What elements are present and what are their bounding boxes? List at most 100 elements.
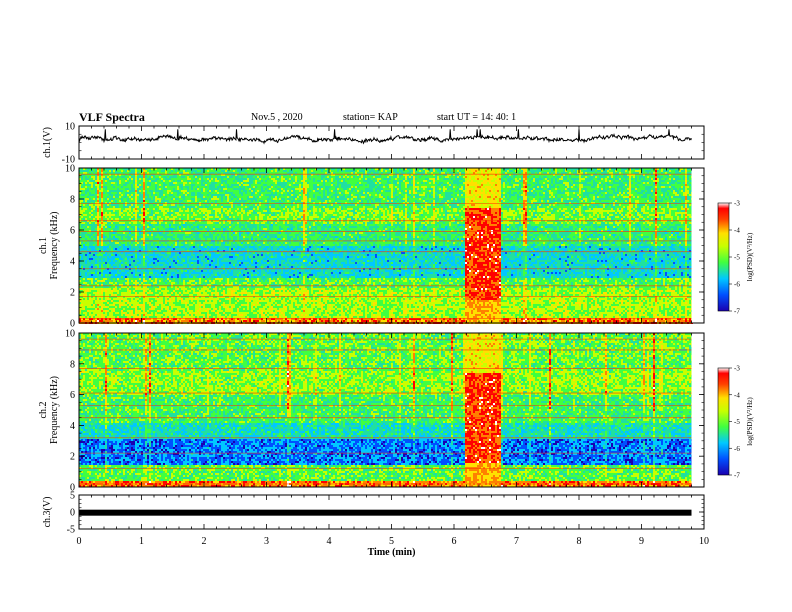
spectrogram-cell bbox=[85, 278, 87, 280]
spectrogram-cell bbox=[101, 184, 103, 186]
spectrogram-cell bbox=[97, 258, 99, 260]
spectrogram-cell bbox=[97, 228, 99, 230]
spectrogram-cell bbox=[85, 266, 87, 268]
spectrogram-cell bbox=[93, 222, 95, 224]
spectrogram-cell bbox=[95, 212, 97, 214]
spectrogram-cell bbox=[83, 218, 85, 220]
spectrogram-cell bbox=[91, 298, 93, 300]
spectrogram-cell bbox=[87, 188, 89, 190]
spectrogram-cell bbox=[97, 216, 99, 218]
spectrogram-cell bbox=[93, 228, 95, 230]
spectrogram-cell bbox=[93, 198, 95, 200]
spectrogram-cell bbox=[83, 184, 85, 186]
spectrogram-cell bbox=[87, 294, 89, 296]
spectrogram-cell bbox=[95, 226, 97, 228]
spectrogram-cell bbox=[91, 304, 93, 306]
spectrogram-cell bbox=[89, 260, 91, 262]
spectrogram-cell bbox=[89, 236, 91, 238]
spectrogram-cell bbox=[89, 184, 91, 186]
spectrogram-cell bbox=[93, 286, 95, 288]
spectrogram-cell bbox=[93, 214, 95, 216]
spectrogram-cell bbox=[85, 238, 87, 240]
spectrogram-cell bbox=[81, 248, 83, 250]
spectrogram-cell bbox=[87, 226, 89, 228]
spectrogram-cell bbox=[93, 216, 95, 218]
spectrogram-cell bbox=[101, 244, 103, 246]
spectrogram-cell bbox=[91, 188, 93, 190]
spectrogram-cell bbox=[93, 260, 95, 262]
spectrogram-cell bbox=[85, 316, 87, 318]
spectrogram-cell bbox=[85, 190, 87, 192]
spectrogram-cell bbox=[85, 312, 87, 314]
spectrogram-cell bbox=[93, 188, 95, 190]
spectrogram-cell bbox=[97, 256, 99, 258]
spectrogram-cell bbox=[81, 312, 83, 314]
spectrogram-cell bbox=[97, 260, 99, 262]
spectrogram-cell bbox=[85, 258, 87, 260]
spectrogram-cell bbox=[97, 172, 99, 174]
spectrogram-cell bbox=[89, 212, 91, 214]
spectrogram-cell bbox=[99, 200, 101, 202]
spectrogram-cell bbox=[85, 308, 87, 310]
spectrogram-cell bbox=[99, 212, 101, 214]
spectrogram-cell bbox=[81, 196, 83, 198]
spectrogram-cell bbox=[97, 314, 99, 316]
spectrogram-cell bbox=[93, 204, 95, 206]
spectrogram-cell bbox=[89, 274, 91, 276]
spectrogram-cell bbox=[99, 192, 101, 194]
spectrogram-cell bbox=[91, 314, 93, 316]
spectrogram-cell bbox=[87, 316, 89, 318]
spectrogram-cell bbox=[99, 184, 101, 186]
spectrogram-cell bbox=[81, 238, 83, 240]
spectrogram-cell bbox=[85, 198, 87, 200]
spectrogram-cell bbox=[97, 182, 99, 184]
spectrogram-cell bbox=[97, 246, 99, 248]
spectrogram-cell bbox=[83, 178, 85, 180]
spectrogram-cell bbox=[93, 180, 95, 182]
spectrogram-cell bbox=[97, 210, 99, 212]
spectrogram-cell bbox=[89, 208, 91, 210]
spectrogram-cell bbox=[87, 290, 89, 292]
spectrogram-cell bbox=[93, 278, 95, 280]
spectrogram-cell bbox=[93, 226, 95, 228]
spectrogram-cell bbox=[83, 236, 85, 238]
spectrogram-cell bbox=[87, 256, 89, 258]
spectrogram-cell bbox=[89, 258, 91, 260]
spectrogram-cell bbox=[85, 286, 87, 288]
spectrogram-cell bbox=[97, 274, 99, 276]
spectrogram-cell bbox=[95, 222, 97, 224]
spectrogram-cell bbox=[95, 182, 97, 184]
spectrogram-cell bbox=[85, 272, 87, 274]
spectrogram-cell bbox=[91, 210, 93, 212]
spectrogram-cell bbox=[97, 276, 99, 278]
spectrogram-cell bbox=[87, 264, 89, 266]
spectrogram-cell bbox=[99, 256, 101, 258]
spectrogram-cell bbox=[99, 290, 101, 292]
spectrogram-cell bbox=[101, 172, 103, 174]
spectrogram-cell bbox=[87, 252, 89, 254]
spectrogram-cell bbox=[99, 238, 101, 240]
spectrogram-cell bbox=[87, 222, 89, 224]
spectrogram-cell bbox=[85, 244, 87, 246]
spectrogram-cell bbox=[93, 292, 95, 294]
spectrogram-cell bbox=[99, 194, 101, 196]
spectrogram-cell bbox=[99, 270, 101, 272]
spectrogram-cell bbox=[81, 234, 83, 236]
spectrogram-cell bbox=[95, 256, 97, 258]
spectrogram-cell bbox=[93, 232, 95, 234]
spectrogram-cell bbox=[95, 300, 97, 302]
spectrogram-cell bbox=[95, 208, 97, 210]
spectrogram-cell bbox=[83, 306, 85, 308]
spectrogram-cell bbox=[99, 228, 101, 230]
spectrogram-cell bbox=[83, 212, 85, 214]
spectrogram-cell bbox=[91, 178, 93, 180]
spectrogram-cell bbox=[95, 236, 97, 238]
spectrogram-cell bbox=[99, 258, 101, 260]
spectrogram-cell bbox=[99, 252, 101, 254]
spectrogram-cell bbox=[89, 266, 91, 268]
spectrogram-cell bbox=[97, 170, 99, 172]
spectrogram-cell bbox=[89, 256, 91, 258]
spectrogram-cell bbox=[91, 254, 93, 256]
spectrogram-cell bbox=[97, 188, 99, 190]
spectrogram-cell bbox=[83, 304, 85, 306]
